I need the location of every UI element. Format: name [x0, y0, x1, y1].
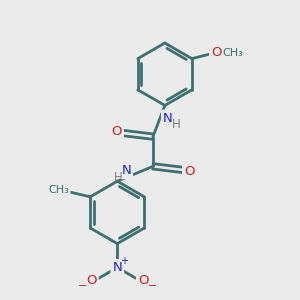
Text: O: O [211, 46, 221, 59]
Text: CH₃: CH₃ [222, 48, 243, 58]
Text: −: − [78, 281, 87, 291]
Text: O: O [184, 165, 194, 178]
Text: N: N [112, 261, 122, 274]
Text: O: O [86, 274, 97, 287]
Text: H: H [113, 171, 122, 184]
Text: N: N [163, 112, 173, 124]
Text: O: O [138, 274, 148, 287]
Text: O: O [112, 125, 122, 138]
Text: H: H [172, 118, 181, 131]
Text: CH₃: CH₃ [48, 185, 69, 195]
Text: N: N [121, 164, 131, 177]
Text: −: − [147, 281, 157, 291]
Text: +: + [120, 256, 128, 266]
